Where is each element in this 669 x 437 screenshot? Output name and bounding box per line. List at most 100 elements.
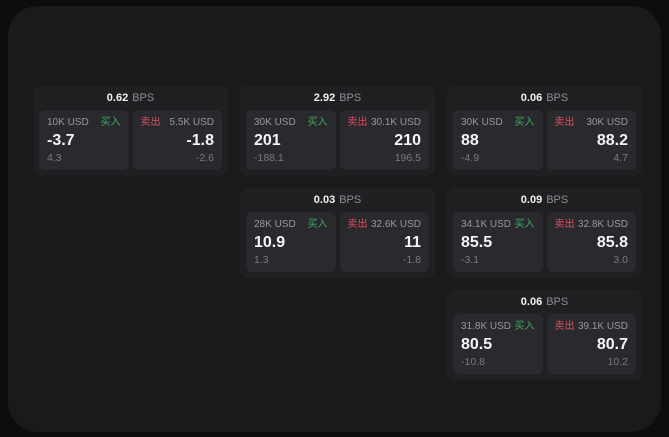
buy-quote-panel[interactable]: 30K USD 买入 88 -4.9 <box>453 110 543 170</box>
buy-quote-value: 88 <box>461 132 479 149</box>
bps-value: 0.09 <box>520 194 543 206</box>
card-header: 2.92 BPS <box>240 86 435 110</box>
buy-side-label: 买入 <box>514 219 535 230</box>
sell-quote-sub-value: -2.6 <box>195 152 214 164</box>
card-header: 0.09 BPS <box>447 188 642 212</box>
card-body: 28K USD 买入 10.9 1.3 卖出 32.6K USD 11 -1.8 <box>240 212 435 278</box>
quote-card: 0.06 BPS 30K USD 买入 88 -4.9 卖出 30K USD 8… <box>447 86 642 176</box>
sell-quote-sub-value: 10.2 <box>607 356 628 368</box>
buy-quote-panel[interactable]: 34.1K USD 买入 85.5 -3.1 <box>453 212 543 272</box>
buy-amount-label: 34.1K USD <box>461 219 512 230</box>
sell-panel-top: 卖出 30K USD <box>555 117 629 129</box>
buy-quote-sub-value: 4.3 <box>47 152 62 164</box>
sell-quote-sub-value: 196.5 <box>394 152 421 164</box>
buy-quote-panel[interactable]: 31.8K USD 买入 80.5 -10.8 <box>453 314 543 374</box>
sell-panel-top: 卖出 32.6K USD <box>348 219 422 231</box>
sell-quote-value: 88.2 <box>596 132 628 149</box>
buy-quote-sub-value: -4.9 <box>461 152 480 164</box>
buy-side-label: 买入 <box>514 321 535 332</box>
buy-quote-value: 10.9 <box>254 234 286 251</box>
buy-quote-panel[interactable]: 28K USD 买入 10.9 1.3 <box>246 212 336 272</box>
buy-amount-label: 10K USD <box>47 117 89 128</box>
sell-panel-top: 卖出 5.5K USD <box>141 117 215 129</box>
sell-panel-top: 卖出 32.8K USD <box>555 219 629 231</box>
buy-quote-panel[interactable]: 10K USD 买入 -3.7 4.3 <box>39 110 129 170</box>
card-header: 0.06 BPS <box>447 290 642 314</box>
buy-side-label: 买入 <box>514 117 535 128</box>
bps-unit: BPS <box>339 194 362 206</box>
sell-quote-sub-value: 3.0 <box>613 254 628 266</box>
card-body: 30K USD 买入 201 -188.1 卖出 30.1K USD 210 1… <box>240 110 435 176</box>
sell-quote-value: 11 <box>404 234 421 251</box>
bps-value: 0.06 <box>520 92 543 104</box>
quote-card: 0.06 BPS 31.8K USD 买入 80.5 -10.8 卖出 39.1… <box>447 290 642 380</box>
bps-value: 0.62 <box>106 92 129 104</box>
buy-quote-sub-value: 1.3 <box>254 254 269 266</box>
sell-panel-top: 卖出 30.1K USD <box>348 117 422 129</box>
quote-card: 2.92 BPS 30K USD 买入 201 -188.1 卖出 30.1K … <box>240 86 435 176</box>
sell-quote-panel[interactable]: 卖出 39.1K USD 80.7 10.2 <box>546 314 636 374</box>
sell-quote-sub-value: -1.8 <box>402 254 421 266</box>
cards-grid: 0.62 BPS 10K USD 买入 -3.7 4.3 卖出 5.5K USD… <box>33 86 642 380</box>
sell-quote-panel[interactable]: 卖出 30K USD 88.2 4.7 <box>546 110 636 170</box>
quote-card: 0.09 BPS 34.1K USD 买入 85.5 -3.1 卖出 32.8K… <box>447 188 642 278</box>
buy-amount-label: 28K USD <box>254 219 296 230</box>
bps-unit: BPS <box>546 92 569 104</box>
buy-panel-top: 31.8K USD 买入 <box>461 321 535 333</box>
buy-quote-sub-value: -10.8 <box>461 356 485 368</box>
buy-quote-value: 80.5 <box>461 336 493 353</box>
sell-side-label: 卖出 <box>347 219 368 230</box>
sell-side-label: 卖出 <box>140 117 161 128</box>
bps-unit: BPS <box>339 92 362 104</box>
buy-quote-panel[interactable]: 30K USD 买入 201 -188.1 <box>246 110 336 170</box>
buy-panel-top: 34.1K USD 买入 <box>461 219 535 231</box>
sell-side-label: 卖出 <box>554 117 575 128</box>
bps-value: 0.03 <box>313 194 336 206</box>
bps-unit: BPS <box>546 194 569 206</box>
sell-amount-label: 30.1K USD <box>370 117 421 128</box>
sell-quote-panel[interactable]: 卖出 30.1K USD 210 196.5 <box>339 110 429 170</box>
sell-quote-value: 210 <box>394 132 421 149</box>
buy-quote-value: 201 <box>254 132 281 149</box>
sell-side-label: 卖出 <box>347 117 368 128</box>
buy-panel-top: 30K USD 买入 <box>461 117 535 129</box>
bps-unit: BPS <box>132 92 155 104</box>
quote-card: 0.62 BPS 10K USD 买入 -3.7 4.3 卖出 5.5K USD… <box>33 86 228 176</box>
sell-amount-label: 5.5K USD <box>169 117 214 128</box>
sell-quote-value: 85.8 <box>596 234 628 251</box>
card-body: 34.1K USD 买入 85.5 -3.1 卖出 32.8K USD 85.8… <box>447 212 642 278</box>
buy-panel-top: 10K USD 买入 <box>47 117 121 129</box>
buy-quote-value: -3.7 <box>47 132 75 149</box>
card-body: 10K USD 买入 -3.7 4.3 卖出 5.5K USD -1.8 -2.… <box>33 110 228 176</box>
bps-value: 0.06 <box>520 296 543 308</box>
sell-quote-panel[interactable]: 卖出 5.5K USD -1.8 -2.6 <box>132 110 222 170</box>
buy-side-label: 买入 <box>307 219 328 230</box>
buy-side-label: 买入 <box>100 117 121 128</box>
card-body: 30K USD 买入 88 -4.9 卖出 30K USD 88.2 4.7 <box>447 110 642 176</box>
buy-amount-label: 30K USD <box>254 117 296 128</box>
sell-quote-panel[interactable]: 卖出 32.6K USD 11 -1.8 <box>339 212 429 272</box>
sell-quote-sub-value: 4.7 <box>613 152 628 164</box>
buy-amount-label: 30K USD <box>461 117 503 128</box>
sell-amount-label: 32.8K USD <box>577 219 628 230</box>
sell-quote-panel[interactable]: 卖出 32.8K USD 85.8 3.0 <box>546 212 636 272</box>
buy-quote-sub-value: -3.1 <box>461 254 480 266</box>
card-body: 31.8K USD 买入 80.5 -10.8 卖出 39.1K USD 80.… <box>447 314 642 380</box>
sell-quote-value: -1.8 <box>186 132 214 149</box>
buy-panel-top: 28K USD 买入 <box>254 219 328 231</box>
card-header: 0.62 BPS <box>33 86 228 110</box>
buy-quote-sub-value: -188.1 <box>254 152 284 164</box>
buy-panel-top: 30K USD 买入 <box>254 117 328 129</box>
app-window: 0.62 BPS 10K USD 买入 -3.7 4.3 卖出 5.5K USD… <box>8 6 661 432</box>
sell-amount-label: 39.1K USD <box>577 321 628 332</box>
buy-quote-value: 85.5 <box>461 234 493 251</box>
bps-value: 2.92 <box>313 92 336 104</box>
bps-unit: BPS <box>546 296 569 308</box>
sell-side-label: 卖出 <box>554 219 575 230</box>
buy-side-label: 买入 <box>307 117 328 128</box>
buy-amount-label: 31.8K USD <box>461 321 512 332</box>
card-header: 0.06 BPS <box>447 86 642 110</box>
sell-panel-top: 卖出 39.1K USD <box>555 321 629 333</box>
card-header: 0.03 BPS <box>240 188 435 212</box>
sell-amount-label: 32.6K USD <box>370 219 421 230</box>
